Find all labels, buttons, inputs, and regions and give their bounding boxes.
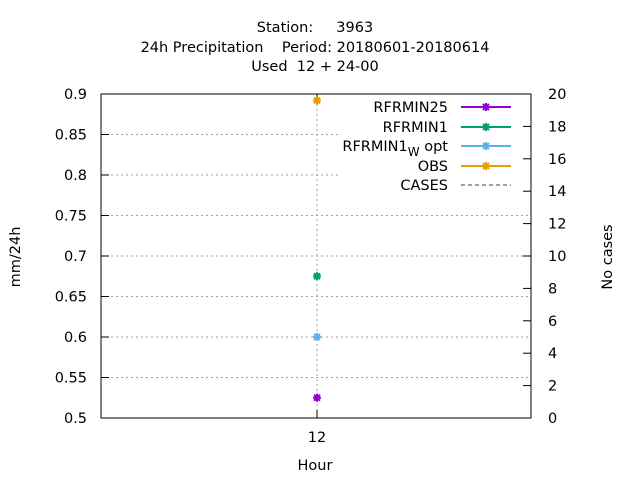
y-tick-label: 0.7 — [64, 249, 87, 265]
legend-sample-marker-1 — [482, 123, 490, 131]
legend: RFRMIN25 RFRMIN1 RFRMIN1W opt OBS CASES — [342, 100, 511, 194]
x-axis-label: Hour — [298, 458, 333, 474]
y-tick-label: 0.75 — [55, 209, 87, 225]
y2-tick-label: 12 — [548, 217, 566, 233]
y-tick-label: 0.5 — [64, 411, 87, 427]
y2-tick-label: 10 — [548, 249, 566, 265]
y-tick-label: 0.65 — [55, 290, 87, 306]
legend-sample-marker-2 — [482, 142, 490, 150]
legend-label-obs: OBS — [418, 159, 448, 175]
legend-sample-marker-3 — [482, 162, 490, 170]
y2-tick-label: 18 — [548, 119, 566, 135]
legend-label-rfrmin25: RFRMIN25 — [373, 100, 448, 116]
chart-title-line-3: Used 12 + 24-00 — [251, 59, 378, 75]
legend-label-rfrmin1: RFRMIN1 — [383, 120, 448, 136]
y2-tick-label: 14 — [548, 184, 566, 200]
grid-lines — [101, 94, 531, 418]
y2-tick-label: 6 — [548, 314, 557, 330]
data-point-1 — [313, 272, 321, 281]
legend-samples — [461, 103, 511, 186]
y-tick-label: 0.8 — [64, 168, 87, 184]
legend-label-rfrmin1w-opt: RFRMIN1W opt — [342, 139, 448, 159]
y2-tick-label: 0 — [548, 411, 557, 427]
legend-sample-marker-0 — [482, 103, 490, 111]
chart-title-line-1: Station: 3963 — [257, 20, 373, 36]
y-tick-label: 0.55 — [55, 371, 87, 387]
data-point-2 — [313, 333, 321, 341]
data-points — [313, 96, 321, 402]
legend-label-cases: CASES — [400, 178, 448, 194]
y-axis-label: mm/24h — [8, 227, 24, 288]
y-axis-ticks: 0.5 0.55 0.6 0.65 0.7 0.75 0.8 0.85 0.9 — [55, 87, 109, 427]
y-tick-label: 0.6 — [64, 330, 87, 346]
y2-tick-label: 4 — [548, 346, 557, 362]
y2-tick-label: 20 — [548, 87, 566, 103]
y-tick-label: 0.85 — [55, 128, 87, 144]
y2-axis-label: No cases — [600, 224, 616, 289]
x-tick-label: 12 — [308, 430, 326, 446]
chart-title-line-2: 24h Precipitation Period: 20180601-20180… — [141, 40, 490, 56]
y2-axis-ticks: 0 2 4 6 8 10 12 14 16 18 20 — [523, 87, 566, 427]
y2-tick-label: 2 — [548, 379, 557, 395]
y2-tick-label: 16 — [548, 152, 566, 168]
data-point-3 — [313, 96, 321, 105]
data-point-0 — [313, 393, 321, 402]
y2-tick-label: 8 — [548, 281, 557, 297]
y-tick-label: 0.9 — [64, 87, 87, 103]
